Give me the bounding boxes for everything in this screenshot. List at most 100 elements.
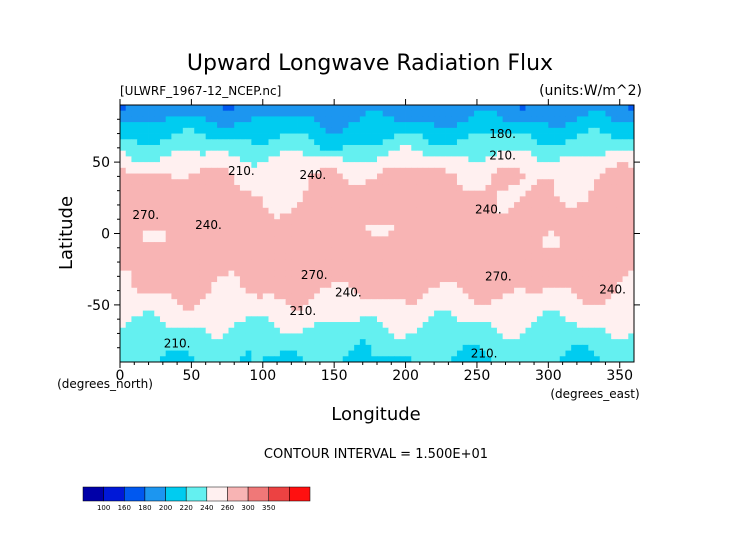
field-cell: [142, 350, 149, 357]
field-cell: [297, 299, 304, 306]
field-cell: [514, 150, 521, 157]
field-cell: [571, 150, 578, 157]
field-cell: [571, 173, 578, 180]
field-cell: [474, 270, 481, 277]
field-cell: [531, 333, 538, 340]
field-cell: [274, 327, 281, 334]
field-cell: [599, 190, 606, 197]
field-cell: [416, 270, 424, 277]
field-cell: [131, 219, 138, 226]
field-cell: [314, 293, 321, 300]
field-cell: [571, 236, 578, 243]
field-cell: [405, 139, 412, 146]
field-cell: [582, 224, 589, 232]
field-cell: [399, 110, 406, 117]
field-cell: [554, 190, 561, 197]
field-cell: [422, 127, 429, 134]
field-cell: [159, 162, 167, 169]
field-cell: [554, 287, 561, 294]
field-cell: [354, 144, 361, 152]
field-cell: [365, 310, 372, 317]
field-cell: [211, 276, 218, 283]
field-cell: [291, 122, 298, 129]
field-cell: [199, 247, 207, 254]
field-cell: [628, 316, 635, 323]
field-cell: [165, 327, 172, 334]
field-cell: [582, 236, 589, 243]
field-cell: [399, 173, 406, 180]
field-cell: [337, 202, 344, 209]
field-cell: [222, 167, 229, 174]
field-cell: [491, 299, 498, 306]
field-cell: [177, 179, 184, 186]
field-cell: [416, 322, 424, 329]
field-cell: [188, 173, 195, 180]
field-cell: [297, 190, 304, 197]
field-cell: [279, 150, 287, 157]
field-cell: [416, 110, 424, 117]
field-cell: [485, 344, 492, 351]
field-cell: [479, 310, 486, 317]
field-cell: [525, 293, 532, 300]
field-cell: [148, 287, 155, 294]
field-cell: [137, 110, 144, 117]
field-cell: [451, 230, 458, 237]
field-cell: [211, 127, 218, 134]
field-cell: [474, 264, 481, 272]
field-cell: [502, 242, 509, 249]
field-cell: [559, 304, 566, 311]
field-cell: [342, 167, 349, 174]
field-cell: [319, 179, 326, 186]
field-cell: [571, 116, 578, 123]
field-cell: [474, 259, 481, 266]
field-cell: [302, 184, 309, 192]
field-cell: [325, 196, 332, 203]
field-cell: [531, 202, 538, 209]
field-cell: [245, 219, 252, 226]
field-cell: [205, 293, 212, 300]
field-cell: [148, 293, 155, 300]
field-cell: [445, 293, 452, 300]
field-cell: [462, 179, 469, 186]
field-cell: [434, 327, 441, 334]
field-cell: [159, 110, 167, 117]
field-cell: [268, 202, 275, 209]
field-cell: [199, 213, 207, 220]
field-cell: [502, 327, 509, 334]
field-cell: [154, 133, 161, 140]
field-cell: [628, 105, 635, 112]
field-cell: [508, 316, 515, 323]
field-cell: [445, 230, 452, 237]
field-cell: [120, 110, 127, 117]
field-cell: [211, 110, 218, 117]
field-cell: [502, 230, 509, 237]
field-cell: [479, 344, 486, 351]
field-cell: [496, 133, 504, 140]
field-cell: [354, 236, 361, 243]
field-cell: [120, 167, 127, 174]
field-cell: [571, 287, 578, 294]
field-cell: [194, 253, 201, 260]
field-cell: [239, 167, 247, 174]
field-cell: [416, 139, 424, 146]
field-cell: [285, 264, 292, 272]
field-cell: [416, 259, 424, 266]
field-cell: [302, 287, 309, 294]
field-cell: [125, 259, 132, 266]
field-cell: [159, 196, 167, 203]
field-cell: [388, 287, 395, 294]
field-cell: [308, 356, 315, 363]
field-cell: [217, 122, 224, 129]
field-cell: [137, 310, 144, 317]
field-cell: [205, 162, 212, 169]
field-cell: [199, 282, 207, 289]
field-cell: [217, 116, 224, 123]
field-cell: [377, 173, 384, 180]
field-cell: [462, 293, 469, 300]
field-cell: [588, 282, 595, 289]
field-cell: [565, 190, 572, 197]
field-cell: [399, 144, 406, 152]
field-cell: [428, 110, 435, 117]
field-cell: [582, 299, 589, 306]
field-cell: [131, 162, 138, 169]
